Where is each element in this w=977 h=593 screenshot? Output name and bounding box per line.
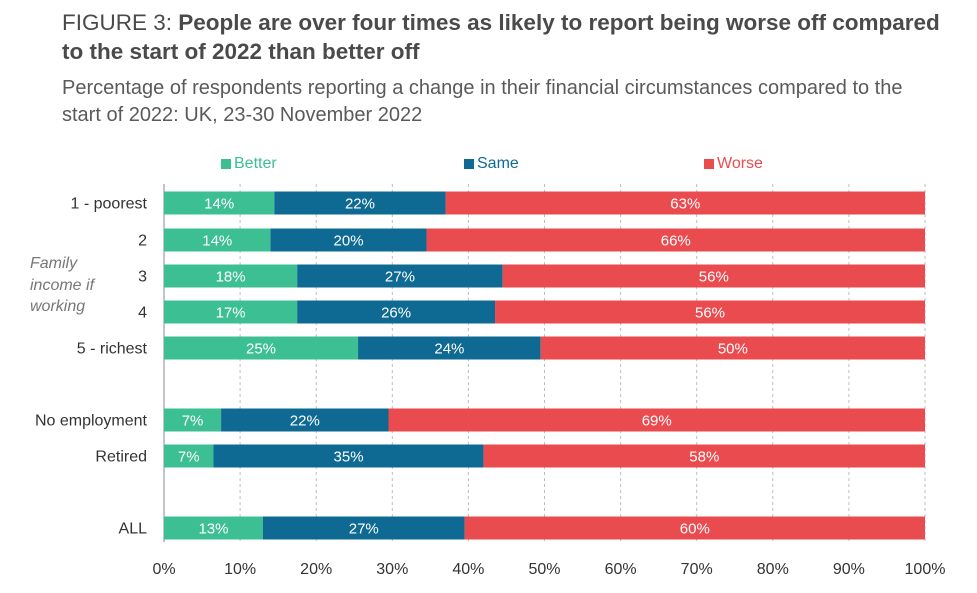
legend-label-worse: Worse (717, 155, 763, 172)
bar-better-1 (164, 228, 271, 252)
x-tick-label-90: 90% (833, 561, 865, 578)
bar-same-1 (270, 228, 427, 252)
x-tick-label-30: 30% (376, 561, 408, 578)
category-label-0: 1 - poorest (71, 196, 148, 213)
bar-label-same-4: 24% (434, 341, 464, 358)
bar-worse-4 (540, 336, 925, 360)
bar-better-6 (164, 444, 214, 468)
legend-label-same: Same (477, 155, 519, 172)
bar-same-4 (358, 336, 541, 360)
x-tick-label-100: 100% (905, 561, 946, 578)
bar-same-0 (274, 191, 446, 215)
x-tick-label-0: 0% (152, 561, 175, 578)
bar-label-worse-1: 66% (661, 233, 691, 250)
bar-label-same-7: 27% (349, 521, 379, 538)
bar-same-3 (297, 300, 496, 324)
bar-worse-7 (464, 516, 925, 540)
figure-label: FIGURE 3: (62, 10, 179, 35)
bar-label-better-2: 18% (216, 269, 246, 286)
bar-label-same-1: 20% (334, 233, 364, 250)
bar-label-worse-6: 58% (689, 449, 719, 466)
bar-worse-1 (426, 228, 925, 252)
bar-worse-6 (483, 444, 925, 468)
category-label-7: ALL (119, 521, 148, 538)
bar-worse-2 (502, 264, 925, 288)
category-label-5: No employment (35, 413, 148, 430)
bar-better-2 (164, 264, 298, 288)
x-tick-label-10: 10% (224, 561, 256, 578)
bar-same-7 (262, 516, 465, 540)
x-tick-label-60: 60% (605, 561, 637, 578)
bar-label-same-6: 35% (334, 449, 364, 466)
legend-label-better: Better (234, 155, 277, 172)
bar-label-better-6: 7% (178, 449, 200, 466)
bar-better-0 (164, 191, 275, 215)
bar-better-5 (164, 408, 222, 432)
bar-same-5 (221, 408, 389, 432)
category-label-4: 5 - richest (77, 341, 148, 358)
figure-title-text: People are over four times as likely to … (62, 10, 940, 64)
bar-same-2 (297, 264, 503, 288)
bar-worse-3 (495, 300, 925, 324)
bar-better-7 (164, 516, 263, 540)
chart-title: FIGURE 3: People are over four times as … (62, 8, 962, 66)
bar-label-better-7: 13% (198, 521, 228, 538)
legend-swatch-better (221, 159, 231, 169)
bar-label-worse-4: 50% (718, 341, 748, 358)
category-label-6: Retired (95, 449, 147, 466)
bar-label-worse-5: 69% (642, 413, 672, 430)
bar-label-same-3: 26% (381, 305, 411, 322)
bar-same-6 (213, 444, 484, 468)
bar-label-same-0: 22% (345, 196, 375, 213)
category-label-1: 2 (138, 233, 147, 250)
bar-label-better-4: 25% (246, 341, 276, 358)
x-tick-label-40: 40% (452, 561, 484, 578)
legend: Better Same Worse (221, 155, 763, 172)
bar-label-better-5: 7% (182, 413, 204, 430)
bars (164, 191, 925, 540)
category-labels: 1 - poorest 2 3 4 5 - richest No employment Re… (35, 196, 148, 538)
bar-better-3 (164, 300, 298, 324)
chart-subtitle: Percentage of respondents reporting a ch… (62, 77, 903, 126)
x-tick-label-50: 50% (528, 561, 560, 578)
bar-label-worse-3: 56% (695, 305, 725, 322)
bar-value-labels: 14% 22% 63% 14% 20% 66% 18% 27% 56% 17% 26% 56% 25% 2… (178, 196, 748, 538)
bar-label-worse-2: 56% (699, 269, 729, 286)
x-tick-label-70: 70% (681, 561, 713, 578)
bar-worse-5 (388, 408, 925, 432)
family-income-group-label: Family income if working (30, 255, 95, 315)
category-label-2: 3 (138, 269, 147, 286)
x-tick-label-80: 80% (757, 561, 789, 578)
bar-worse-0 (445, 191, 925, 215)
bar-label-same-5: 22% (290, 413, 320, 430)
legend-swatch-worse (704, 159, 714, 169)
bar-label-better-0: 14% (204, 196, 234, 213)
category-label-3: 4 (138, 305, 147, 322)
x-tick-label-20: 20% (300, 561, 332, 578)
bar-label-worse-0: 63% (670, 196, 700, 213)
bar-better-4 (164, 336, 359, 360)
bar-label-better-3: 17% (216, 305, 246, 322)
bar-label-worse-7: 60% (680, 521, 710, 538)
legend-swatch-same (464, 159, 474, 169)
bar-label-better-1: 14% (202, 233, 232, 250)
bar-label-same-2: 27% (385, 269, 415, 286)
x-axis: 0% 10% 20% 30% 40% 50% 60% 70% 80% 90% 100% (152, 561, 945, 578)
